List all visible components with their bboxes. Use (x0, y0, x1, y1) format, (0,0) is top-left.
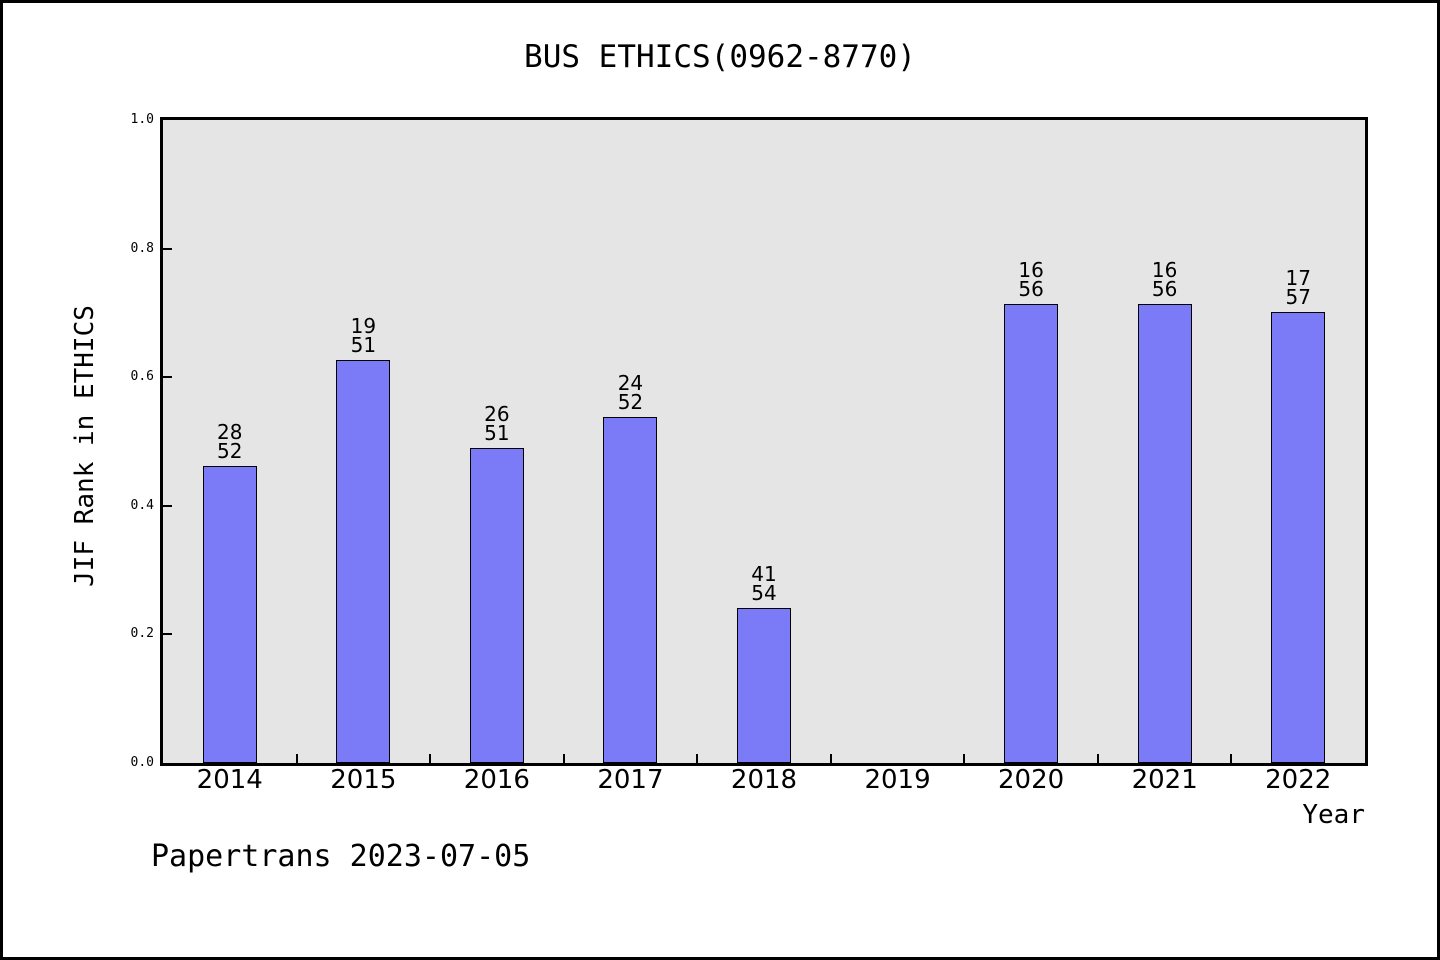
x-tick-label-2021: 2021 (1131, 765, 1198, 795)
x-minor-tick (696, 754, 699, 763)
x-tick-label-2019: 2019 (864, 765, 931, 795)
bar-2022 (1271, 311, 1326, 763)
y-tick-label-0.6: 0.6 (130, 369, 154, 385)
bar-label-total: 51 (484, 420, 510, 445)
bar-label-2014: 28 52 (195, 420, 265, 464)
y-tick-mark (163, 633, 172, 636)
bar-label-2016: 26 51 (462, 401, 532, 445)
bar-2018 (737, 608, 791, 763)
bar-label-rank: 41 (751, 562, 777, 587)
x-minor-tick (429, 754, 432, 763)
bar-label-rank: 28 (217, 420, 243, 445)
bar-label-total: 56 (1151, 276, 1178, 301)
x-axis-title: Year (1302, 800, 1365, 830)
x-minor-tick (295, 754, 298, 763)
x-tick-label-2018: 2018 (730, 765, 798, 795)
x-tick-label-2017: 2017 (597, 765, 664, 795)
bar-label-rank: 16 (1151, 257, 1178, 282)
x-tick-label-2016: 2016 (463, 765, 530, 795)
bar-2020 (1004, 303, 1059, 763)
bar-label-total: 51 (350, 332, 377, 357)
bar-label-2021: 16 56 (1130, 257, 1200, 301)
bar-label-total: 57 (1285, 284, 1311, 309)
bar-label-total: 54 (751, 581, 777, 606)
bar-label-total: 52 (617, 389, 644, 414)
x-minor-tick (1230, 754, 1233, 763)
x-tick-label-2022: 2022 (1265, 765, 1332, 795)
y-tick-label-0.2: 0.2 (130, 626, 154, 642)
plot-inner: 28 52 19 51 26 51 24 52 41 54 16 56 16 56 17 57 (163, 120, 1365, 763)
y-tick-mark (163, 504, 172, 507)
bar-label-2020: 16 56 (996, 257, 1066, 301)
x-minor-tick (963, 754, 966, 763)
bar-label-2017: 24 52 (595, 370, 665, 414)
bar-label-2015: 19 51 (328, 313, 398, 357)
bar-label-rank: 19 (350, 313, 377, 338)
x-minor-tick (829, 754, 832, 763)
y-tick-label-0.8: 0.8 (130, 240, 154, 256)
bar-2016 (469, 447, 524, 763)
y-tick-label-0.0: 0.0 (130, 755, 154, 770)
y-tick-label-0.4: 0.4 (130, 497, 154, 513)
y-tick-label-1.0: 1.0 (130, 112, 154, 127)
x-minor-tick (1096, 754, 1099, 763)
chart-title: BUS ETHICS(0962-8770) (524, 39, 916, 75)
bar-2021 (1137, 303, 1192, 763)
bar-label-2018: 41 54 (729, 562, 799, 606)
x-tick-label-2020: 2020 (998, 765, 1065, 795)
bar-label-rank: 26 (484, 401, 510, 426)
y-axis-title: JIF Rank in ETHICS (70, 305, 100, 587)
y-tick-mark (163, 376, 172, 379)
bar-2015 (336, 359, 391, 763)
bar-label-rank: 24 (617, 370, 644, 395)
x-tick-label-2015: 2015 (330, 765, 397, 795)
watermark-footer: Papertrans 2023-07-05 (151, 839, 531, 874)
bar-label-rank: 16 (1018, 257, 1044, 282)
bar-label-rank: 17 (1285, 265, 1311, 290)
bar-label-total: 52 (217, 439, 243, 464)
x-minor-tick (562, 754, 565, 763)
x-tick-label-2014: 2014 (196, 765, 263, 795)
bar-label-2022: 17 57 (1263, 265, 1333, 309)
bar-2014 (202, 466, 257, 763)
bar-2017 (603, 416, 658, 763)
bar-label-total: 56 (1018, 276, 1044, 301)
y-tick-mark (163, 247, 172, 250)
